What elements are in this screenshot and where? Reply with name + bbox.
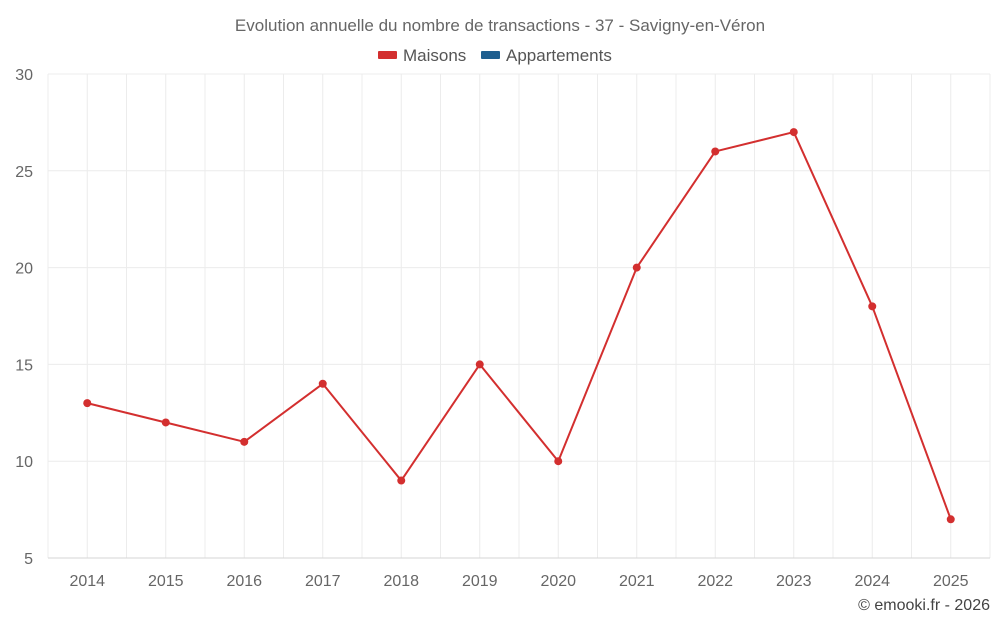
data-point-maisons[interactable]	[868, 302, 877, 311]
data-point-maisons[interactable]	[946, 515, 955, 524]
chart-title: Evolution annuelle du nombre de transact…	[235, 16, 765, 35]
grid	[47, 73, 991, 558]
x-tick-label: 2017	[305, 573, 341, 590]
y-tick-label: 30	[15, 67, 33, 84]
y-tick-label: 20	[15, 261, 33, 278]
x-tick-label: 2024	[854, 573, 890, 590]
data-point-maisons[interactable]	[554, 457, 563, 466]
x-tick-label: 2022	[697, 573, 733, 590]
x-tick-label: 2023	[776, 573, 812, 590]
x-tick-label: 2019	[462, 573, 498, 590]
data-point-maisons[interactable]	[711, 147, 720, 156]
x-tick-label: 2025	[933, 573, 969, 590]
x-tick-label: 2014	[69, 573, 105, 590]
x-tick-label: 2018	[383, 573, 419, 590]
y-tick-label: 15	[15, 357, 33, 374]
series-layer	[83, 128, 955, 524]
data-point-maisons[interactable]	[632, 263, 641, 272]
series-line-maisons	[86, 131, 952, 521]
legend-item-maisons[interactable]: Maisons	[378, 46, 466, 65]
y-tick-label: 5	[24, 551, 33, 568]
data-point-maisons[interactable]	[240, 437, 249, 446]
legend-label-appartements: Appartements	[506, 46, 612, 65]
data-point-maisons[interactable]	[475, 360, 484, 369]
x-tick-label: 2016	[226, 573, 262, 590]
x-tick-label: 2021	[619, 573, 655, 590]
legend: Maisons Appartements	[378, 46, 612, 65]
x-tick-label: 2020	[540, 573, 576, 590]
x-tick-label: 2015	[148, 573, 184, 590]
data-point-maisons[interactable]	[397, 476, 406, 485]
data-point-maisons[interactable]	[161, 418, 170, 427]
y-tick-label: 25	[15, 164, 33, 181]
data-point-maisons[interactable]	[318, 379, 327, 388]
credit-text: © emooki.fr - 2026	[858, 597, 990, 614]
data-point-maisons[interactable]	[83, 399, 92, 408]
legend-item-appartements[interactable]: Appartements	[481, 46, 612, 65]
y-tick-label: 10	[15, 454, 33, 471]
data-point-maisons[interactable]	[789, 128, 798, 137]
legend-label-maisons: Maisons	[403, 46, 466, 65]
legend-swatch-maisons	[378, 51, 397, 59]
legend-swatch-appartements	[481, 51, 500, 59]
